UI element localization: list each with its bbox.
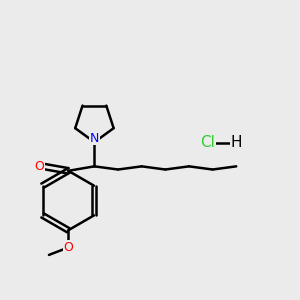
Text: H: H [230,135,242,150]
Text: O: O [63,241,73,254]
Text: O: O [34,160,44,173]
Text: N: N [90,132,99,145]
Text: Cl: Cl [200,135,215,150]
